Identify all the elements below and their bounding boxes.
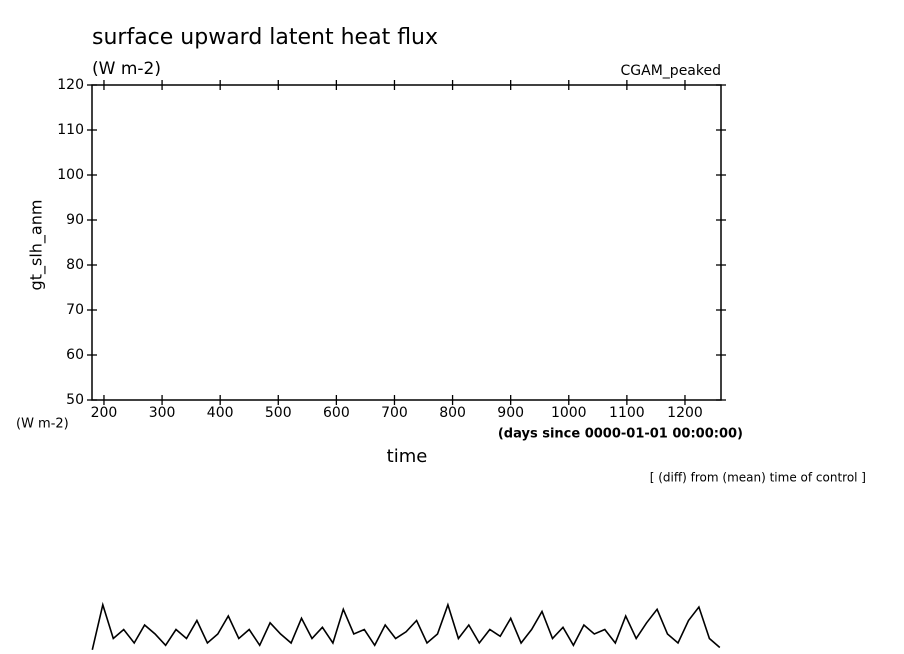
x-tick-label: 700 [381,405,408,421]
x-tick-label: 200 [91,405,118,421]
y-tick-label: 60 [66,347,84,363]
data-line [91,601,721,650]
y-tick-label: 90 [66,212,84,228]
x-axis-label: time [387,446,428,467]
y-tick-label: 110 [57,122,84,138]
chart-title: surface upward latent heat flux [92,25,438,50]
x-tick-label: 1200 [667,405,703,421]
plot-frame [91,84,722,401]
x-tick-label: 900 [497,405,524,421]
x-tick-label: 400 [207,405,234,421]
y-tick-label: 100 [57,167,84,183]
chart-subtitle: (W m-2) [92,59,161,79]
x-unit: (days since 0000-01-01 00:00:00) [498,427,743,442]
y-tick-label: 50 [66,392,84,408]
x-tick-label: 1000 [551,405,587,421]
y-tick-label: 70 [66,302,84,318]
run-label: CGAM_peaked [621,63,721,79]
x-tick-label: 300 [149,405,176,421]
y-tick-label: 80 [66,257,84,273]
y-tick-label: 120 [57,77,84,93]
x-tick-label: 800 [439,405,466,421]
x-tick-label: 500 [265,405,292,421]
annotation: [ (diff) from (mean) time of control ] [650,471,866,485]
x-tick-label: 1100 [609,405,645,421]
x-tick-label: 600 [323,405,350,421]
y-axis-label: gt_slh_anm [27,200,47,291]
y-unit: (W m-2) [16,417,69,432]
